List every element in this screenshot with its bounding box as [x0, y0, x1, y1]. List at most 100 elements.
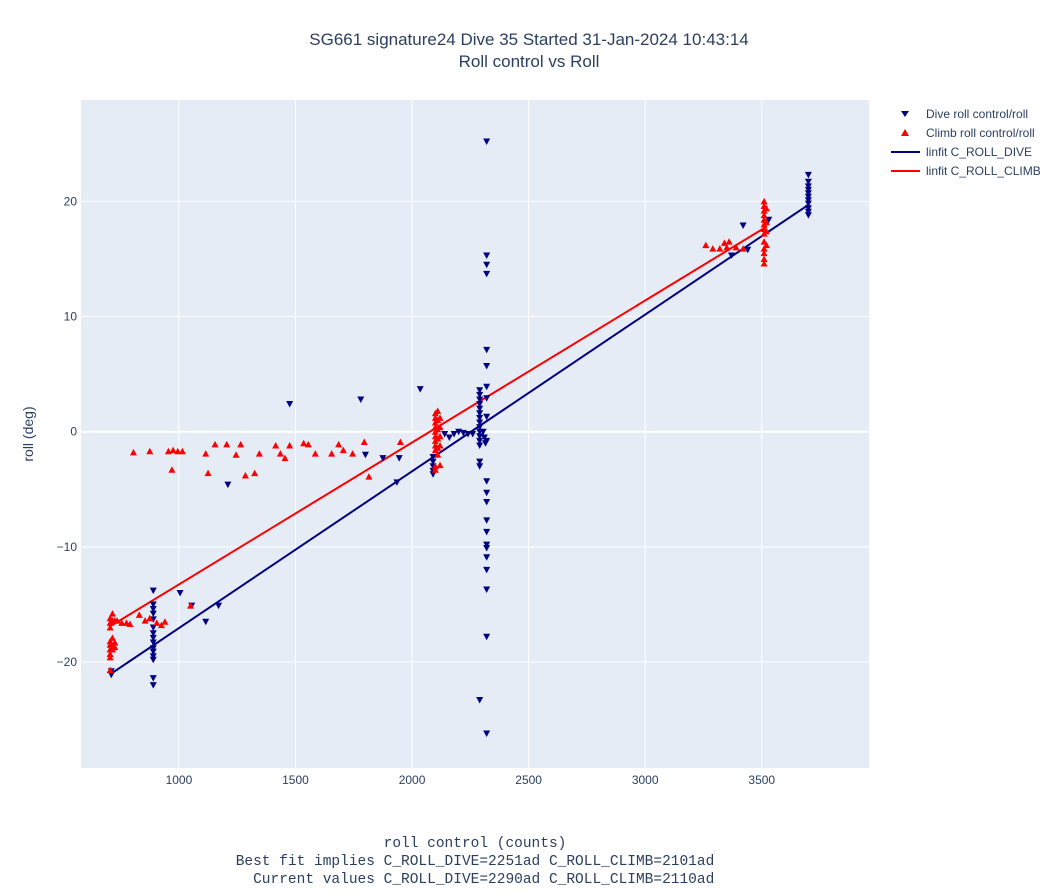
dive-point [483, 517, 491, 524]
dive-point [804, 208, 812, 216]
climb-point [360, 438, 368, 446]
dive-point [149, 656, 157, 664]
dive-point [483, 261, 491, 269]
climb-point [118, 619, 126, 626]
dive-point [107, 671, 115, 679]
legend-item-dive-markers[interactable]: Dive roll control/roll [888, 104, 1041, 123]
climb-point [232, 451, 240, 458]
climb-point [335, 440, 343, 448]
dive-point [176, 589, 184, 597]
y-tick-label: 20 [64, 194, 78, 208]
climb-point [304, 440, 312, 448]
dive-point [149, 639, 157, 646]
climb-point [716, 245, 724, 252]
legend-item-climb-fit[interactable]: linfit C_ROLL_CLIMB [888, 161, 1041, 180]
dive-point [483, 346, 491, 354]
dive-point [379, 455, 387, 462]
x-tick-label: 3000 [632, 773, 659, 787]
climb-point [732, 243, 740, 251]
triangle-down-icon [901, 110, 909, 117]
climb-point [760, 249, 768, 257]
legend[interactable]: Dive roll control/roll Climb roll contro… [888, 104, 1041, 180]
dive-point [804, 212, 812, 219]
y-tick-label: −20 [57, 655, 78, 669]
x-tick-label: 3500 [748, 773, 775, 787]
dive-point [765, 216, 773, 224]
climb-point [436, 442, 444, 449]
fit-lines [109, 203, 809, 675]
dive-point [357, 396, 365, 403]
climb-point [281, 454, 289, 462]
line-icon [891, 150, 920, 153]
climb-point [135, 611, 143, 618]
climb-point [111, 638, 119, 646]
legend-label: Dive roll control/roll [926, 106, 1029, 121]
climb-point [169, 446, 177, 454]
climb-point [153, 619, 161, 626]
dive-point [804, 200, 812, 208]
dive-point [483, 413, 491, 421]
dive-point [286, 401, 294, 408]
legend-item-dive-fit[interactable]: linfit C_ROLL_DIVE [888, 142, 1041, 161]
dive-point [483, 395, 491, 402]
line-icon [891, 169, 920, 172]
dive-point [469, 431, 477, 438]
climb-point [436, 423, 444, 431]
y-axis-ticks: −20 −10 0 10 20 [57, 194, 78, 669]
dive-point [476, 387, 484, 394]
y-tick-label: 10 [64, 310, 78, 324]
dive-point [464, 431, 472, 438]
dive-point [361, 451, 369, 459]
climb-point [141, 617, 149, 624]
climb-point [202, 450, 210, 457]
climb-point [760, 245, 768, 252]
x-axis-label: roll control (counts) [383, 836, 567, 852]
dive-point [483, 528, 491, 536]
climb-point [300, 439, 308, 447]
dive-point [149, 645, 157, 652]
climb-point [272, 442, 280, 449]
climb-point [157, 621, 165, 629]
dive-point [804, 186, 812, 194]
dive-point [215, 602, 223, 610]
dive-point [483, 566, 491, 574]
dive-point [483, 437, 491, 445]
data-markers [106, 138, 812, 737]
climb-point [328, 450, 336, 457]
climb-point [106, 653, 114, 661]
dive-point [476, 405, 484, 413]
climb-point [204, 469, 212, 477]
dive-point [429, 471, 437, 478]
dive-point [739, 222, 747, 230]
dive-point [476, 437, 484, 445]
climb-point [106, 623, 114, 631]
dive-point [804, 205, 812, 212]
climb-point [251, 469, 259, 477]
current-values-note: Current values C_ROLL_DIVE=2290ad C_ROLL… [235, 872, 715, 888]
climb-point [739, 245, 747, 252]
dive-point [804, 171, 812, 179]
y-tick-label: −10 [57, 540, 78, 554]
climb-point [255, 450, 263, 457]
climb-point [106, 666, 114, 674]
climb-point [436, 461, 444, 469]
climb-point [709, 245, 717, 252]
dive-point [483, 541, 491, 549]
best-fit-note: Best fit implies C_ROLL_DIVE=2251ad C_RO… [235, 854, 715, 870]
climb-point [113, 617, 121, 624]
climb-point [108, 634, 116, 641]
dive-point [476, 401, 484, 408]
dive-point [476, 410, 484, 417]
climb-point [286, 442, 294, 449]
climb-point [723, 243, 731, 251]
plot-area [81, 100, 869, 768]
dive-point [804, 193, 812, 201]
dive-point [483, 252, 491, 259]
dive-point [483, 489, 491, 497]
dive-point [476, 424, 484, 431]
legend-item-climb-markers[interactable]: Climb roll control/roll [888, 123, 1041, 142]
climb-point [237, 440, 245, 448]
x-tick-label: 1000 [166, 773, 193, 787]
dive-point [744, 246, 752, 254]
